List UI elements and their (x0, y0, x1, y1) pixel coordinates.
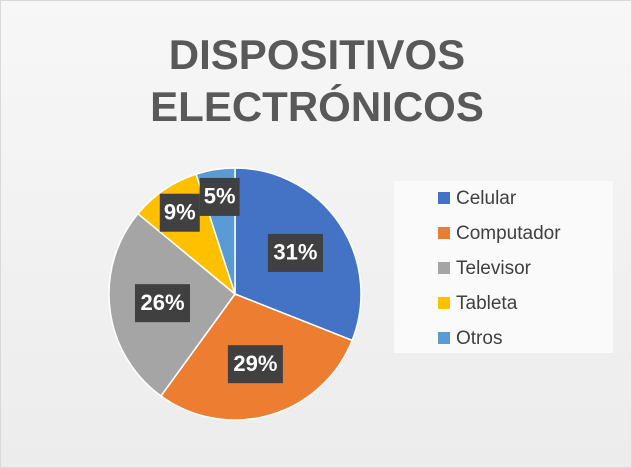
legend-swatch (438, 262, 450, 274)
data-label: 5% (204, 184, 236, 209)
legend-label: Televisor (456, 258, 532, 279)
data-label: 31% (273, 240, 317, 265)
legend-label: Celular (456, 188, 517, 209)
data-label-box (159, 193, 200, 232)
data-label: 26% (140, 290, 184, 315)
data-label-box (267, 233, 323, 272)
legend-swatch (438, 192, 450, 204)
chart-title: DISPOSITIVOS ELECTRÓNICOS (150, 31, 484, 130)
data-label-box (199, 177, 240, 216)
data-label: 29% (233, 351, 277, 376)
legend-label: Computador (456, 223, 561, 244)
legend-swatch (438, 227, 450, 239)
data-label: 9% (164, 200, 196, 225)
legend-label: Otros (456, 328, 502, 349)
legend-swatch (438, 297, 450, 309)
legend-label: Tableta (456, 293, 518, 314)
data-label-box (227, 345, 283, 384)
data-label-box (134, 284, 190, 323)
legend-box (394, 181, 613, 353)
legend-swatch (438, 332, 450, 344)
